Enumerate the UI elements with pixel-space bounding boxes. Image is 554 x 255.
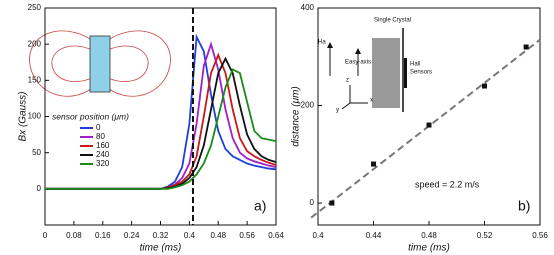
x-tick-label: 0 (43, 231, 48, 240)
point (426, 122, 432, 128)
y-axis-title: distance (μm) (291, 86, 302, 147)
legend-label: 160 (96, 141, 110, 150)
x-tick-label: 0.16 (95, 231, 111, 240)
x-tick-label: 0.44 (366, 231, 382, 240)
series-line (45, 52, 277, 190)
x-axis-title: time (ms) (408, 243, 450, 254)
x-axis-title: time (ms) (140, 243, 182, 254)
y-tick-label: 100 (28, 112, 42, 121)
annotation: speed = 2.2 m/s (415, 179, 480, 189)
y-tick-label: 200 (28, 39, 42, 48)
legend-title: sensor position (μm) (52, 111, 129, 121)
inset-label: z (346, 78, 349, 84)
y-tick-label: 0 (310, 198, 315, 207)
inset-label: x (370, 98, 373, 104)
y-tick-label: 150 (28, 75, 42, 84)
x-tick-label: 0.24 (124, 231, 140, 240)
inset-label: Sensors (410, 70, 432, 76)
panel-label: a) (254, 198, 266, 214)
crystal-inset (327, 28, 407, 112)
y-tick-label: 0 (37, 184, 42, 193)
x-tick-label: 0.4 (312, 231, 324, 240)
y-tick-label: 400 (301, 3, 315, 12)
x-tick-label: 0.56 (532, 231, 548, 240)
legend-label: 80 (96, 132, 105, 141)
series-line (45, 68, 277, 190)
x-tick-label: 0.64 (268, 231, 284, 240)
point (329, 200, 335, 206)
x-tick-label: 0.56 (239, 231, 255, 240)
fit-line (310, 38, 541, 219)
inset-label: Easy-axis (345, 60, 371, 66)
x-tick-label: 0.08 (66, 231, 82, 240)
inset-label: Hall (410, 62, 420, 68)
inset-label: y (336, 108, 339, 114)
plot-frame (317, 7, 541, 226)
x-tick-label: 0.52 (477, 231, 493, 240)
y-tick-label: 250 (28, 3, 42, 12)
x-tick-label: 0.4 (184, 231, 196, 240)
point (523, 44, 529, 50)
y-tick-label: 200 (301, 101, 315, 110)
legend-label: 240 (96, 150, 110, 159)
legend-label: 0 (96, 123, 101, 132)
point (371, 161, 376, 167)
inset-label: Ha (318, 40, 326, 46)
inset-label: Single Crystal (374, 18, 411, 24)
y-tick-label: 50 (32, 148, 41, 157)
magnet-inset (29, 30, 171, 97)
y-axis-title: Bx (Gauss) (18, 91, 29, 141)
x-tick-label: 0.48 (421, 231, 437, 240)
point (482, 83, 487, 89)
legend-label: 320 (96, 159, 110, 168)
x-tick-label: 0.48 (210, 231, 226, 240)
panel-label: b) (518, 198, 530, 214)
x-tick-label: 0.32 (153, 231, 169, 240)
